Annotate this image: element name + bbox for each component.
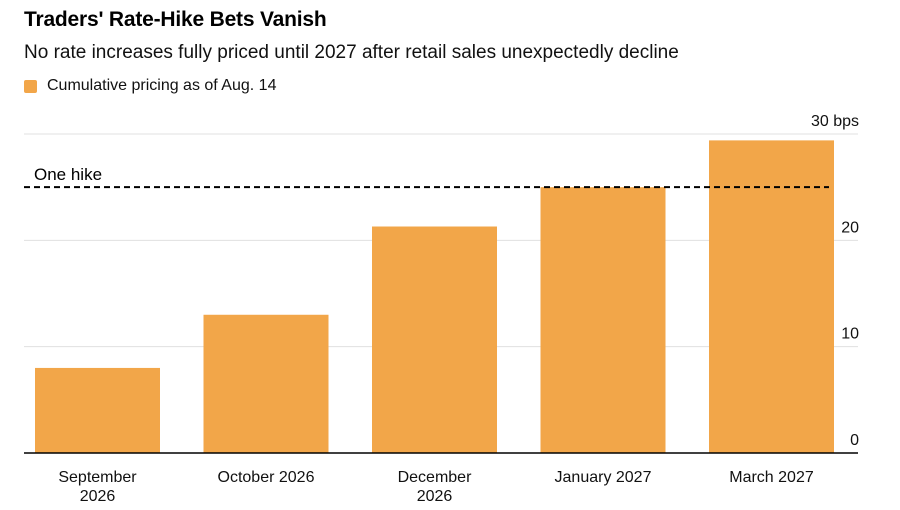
chart-subtitle: No rate increases fully priced until 202… [24,42,679,63]
y-tick-label-20: 20 [841,219,859,236]
reference-line-label: One hike [34,165,102,184]
bar-3 [540,187,666,453]
y-tick-label-30: 30 bps [811,113,859,130]
legend-label: Cumulative pricing as of Aug. 14 [47,77,277,94]
bar-4 [709,140,834,453]
x-tick-label-4: March 2027 [729,469,814,486]
legend-swatch [24,79,37,93]
x-tick-label-2: December 2026 [398,469,472,505]
x-tick-label-3: January 2027 [555,469,652,486]
legend: Cumulative pricing as of Aug. 14 [24,77,276,95]
y-tick-label-0: 0 [850,432,859,449]
x-tick-label-1: October 2026 [218,469,315,486]
bars [35,140,834,453]
y-tick-label-10: 10 [841,326,859,343]
reference-line-group: One hike [24,165,829,189]
bar-1 [203,314,329,453]
bar-0 [35,367,160,453]
chart-title: Traders' Rate-Hike Bets Vanish [24,8,327,31]
x-tick-label-0: September 2026 [58,469,137,505]
bar-2 [372,226,497,453]
labels: 0 10 20 30 bps September 2026 October 2026 Dece… [58,113,859,505]
